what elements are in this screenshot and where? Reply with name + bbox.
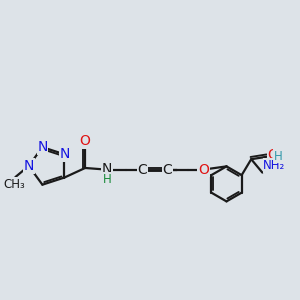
- Text: H: H: [274, 149, 283, 163]
- Text: O: O: [198, 163, 209, 177]
- Text: N: N: [59, 147, 70, 161]
- Text: N: N: [102, 162, 112, 176]
- Text: O: O: [80, 134, 91, 148]
- Text: O: O: [267, 148, 278, 162]
- Text: H: H: [103, 172, 112, 186]
- Text: N: N: [37, 140, 48, 154]
- Text: C: C: [163, 163, 172, 177]
- Text: CH₃: CH₃: [3, 178, 25, 190]
- Text: N: N: [24, 159, 34, 173]
- Text: C: C: [138, 163, 147, 177]
- Text: NH₂: NH₂: [263, 159, 286, 172]
